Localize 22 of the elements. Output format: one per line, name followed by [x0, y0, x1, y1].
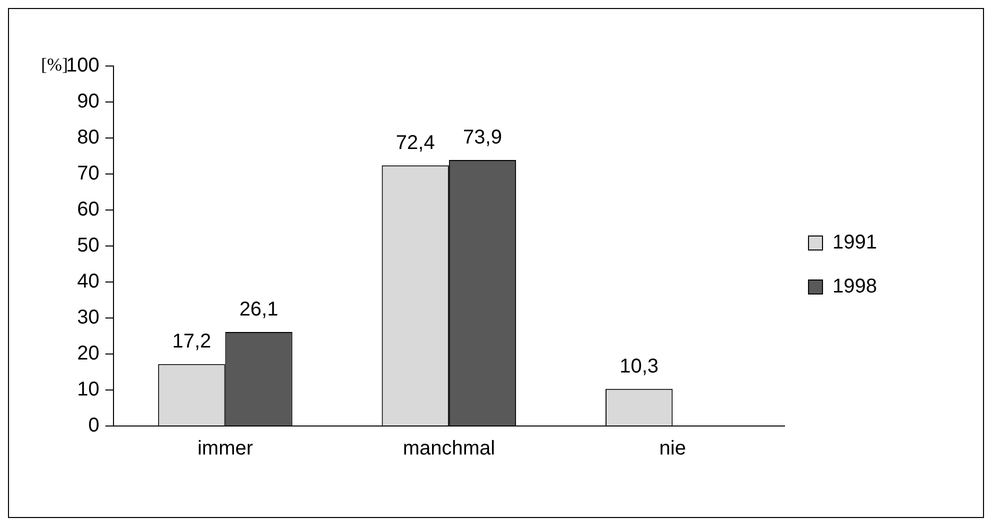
y-tick-label: 10: [77, 378, 100, 401]
y-tick-label: 80: [77, 126, 100, 149]
y-tick-label: 100: [66, 54, 100, 77]
y-axis-title: [%]: [41, 54, 68, 75]
data-label: 26,1: [239, 298, 278, 321]
x-tick-label: nie: [659, 438, 686, 460]
y-tick-label: 20: [77, 342, 100, 365]
x-tick-label: immer: [197, 438, 254, 460]
data-label: 17,2: [172, 330, 212, 353]
y-tick-label: 30: [77, 306, 100, 329]
y-tick-label: 70: [77, 162, 100, 185]
y-tick-label: 90: [77, 90, 100, 113]
data-label: 72,4: [396, 132, 435, 154]
y-tick-label: 60: [77, 198, 100, 221]
y-tick-label: 40: [77, 270, 100, 293]
y-tick-label: 50: [77, 234, 100, 257]
data-label: 73,9: [463, 126, 502, 148]
y-tick-label: 0: [88, 414, 100, 437]
x-tick-label: manchmal: [402, 438, 496, 460]
legend-label: 1998: [832, 276, 878, 298]
legend-label: 1991: [832, 232, 878, 254]
data-label: 10,3: [620, 355, 659, 378]
